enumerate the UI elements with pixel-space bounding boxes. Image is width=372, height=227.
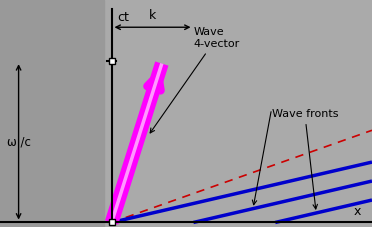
Text: Wave
4-vector: Wave 4-vector [150,27,240,133]
Bar [0,0,104,227]
Text: ct: ct [117,11,129,24]
Text: k: k [149,9,156,22]
Text: ω /c: ω /c [7,135,31,148]
Text: x: x [353,205,361,218]
Text: Wave fronts: Wave fronts [272,109,338,209]
